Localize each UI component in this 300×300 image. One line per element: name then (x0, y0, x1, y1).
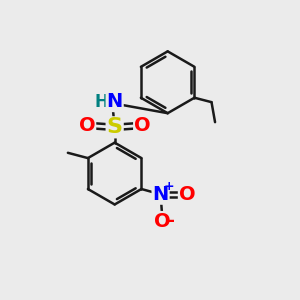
Text: -: - (167, 212, 174, 230)
Text: +: + (164, 181, 174, 194)
Text: O: O (154, 212, 170, 231)
Text: O: O (79, 116, 95, 135)
Text: S: S (107, 117, 123, 137)
Text: H: H (94, 93, 108, 111)
Text: O: O (179, 185, 195, 204)
Text: N: N (152, 185, 169, 204)
Text: O: O (134, 116, 151, 135)
Text: N: N (106, 92, 123, 111)
